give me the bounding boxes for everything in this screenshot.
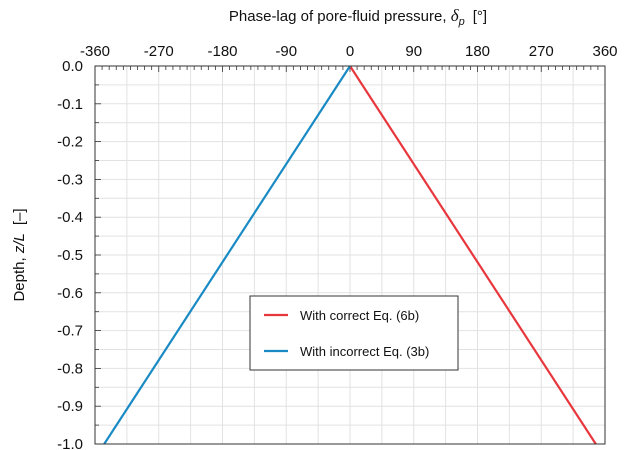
y-axis-title-symbol: z/L [11,233,28,254]
y-tick-label: -0.7 [57,323,83,340]
x-tick-label: -90 [275,43,297,60]
legend: With correct Eq. (6b) With incorrect Eq.… [249,295,459,371]
x-tick-label: -360 [80,43,110,60]
y-tick-label: -0.3 [57,171,83,188]
y-axis-title: Depth, z/L [–] [11,208,28,301]
grid [95,66,605,444]
legend-box [249,295,459,371]
x-tick-label: 180 [465,43,490,60]
x-tick-label: 0 [346,43,354,60]
legend-label-incorrect: With incorrect Eq. (3b) [300,344,429,359]
y-axis-title-prefix: Depth, [11,253,28,301]
y-tick-label: -0.4 [57,209,83,226]
x-axis-title-subscript: p [458,16,465,28]
series-line-1 [103,65,351,445]
plot-frame [94,65,606,445]
minor-ticks [94,65,606,445]
y-tick-label: -0.2 [57,134,83,151]
y-tick-label: -0.6 [57,285,83,302]
x-tick-label: -270 [144,43,174,60]
x-axis-title: Phase-lag of pore-fluid pressure, δp [°] [229,6,487,28]
x-tick-label: 270 [529,43,554,60]
series-lines [103,65,597,445]
y-tick-label: -1.0 [57,436,83,450]
y-tick-label: -0.9 [57,398,83,415]
series-line-0 [349,65,597,445]
x-tick-label: 90 [405,43,422,60]
legend-label-correct: With correct Eq. (6b) [300,308,419,323]
x-axis-title-symbol: δ [451,6,460,25]
x-axis-title-prefix: Phase-lag of pore-fluid pressure, [229,8,451,25]
y-tick-label: -0.8 [57,360,83,377]
y-axis-title-unit: [–] [11,208,28,225]
y-tick-label: -0.1 [57,96,83,113]
x-tick-label: -180 [207,43,237,60]
y-tick-labels: 0.0 -0.1 -0.2 -0.3 -0.4 -0.5 -0.6 -0.7 -0.8 -0.9 -… [57,58,83,450]
y-tick-label: 0.0 [62,58,83,75]
x-tick-labels: -360 -270 -180 -90 0 90 180 270 360 [80,43,618,60]
y-tick-label: -0.5 [57,247,83,264]
x-tick-label: 360 [592,43,617,60]
x-axis-title-unit: [°] [473,8,487,25]
